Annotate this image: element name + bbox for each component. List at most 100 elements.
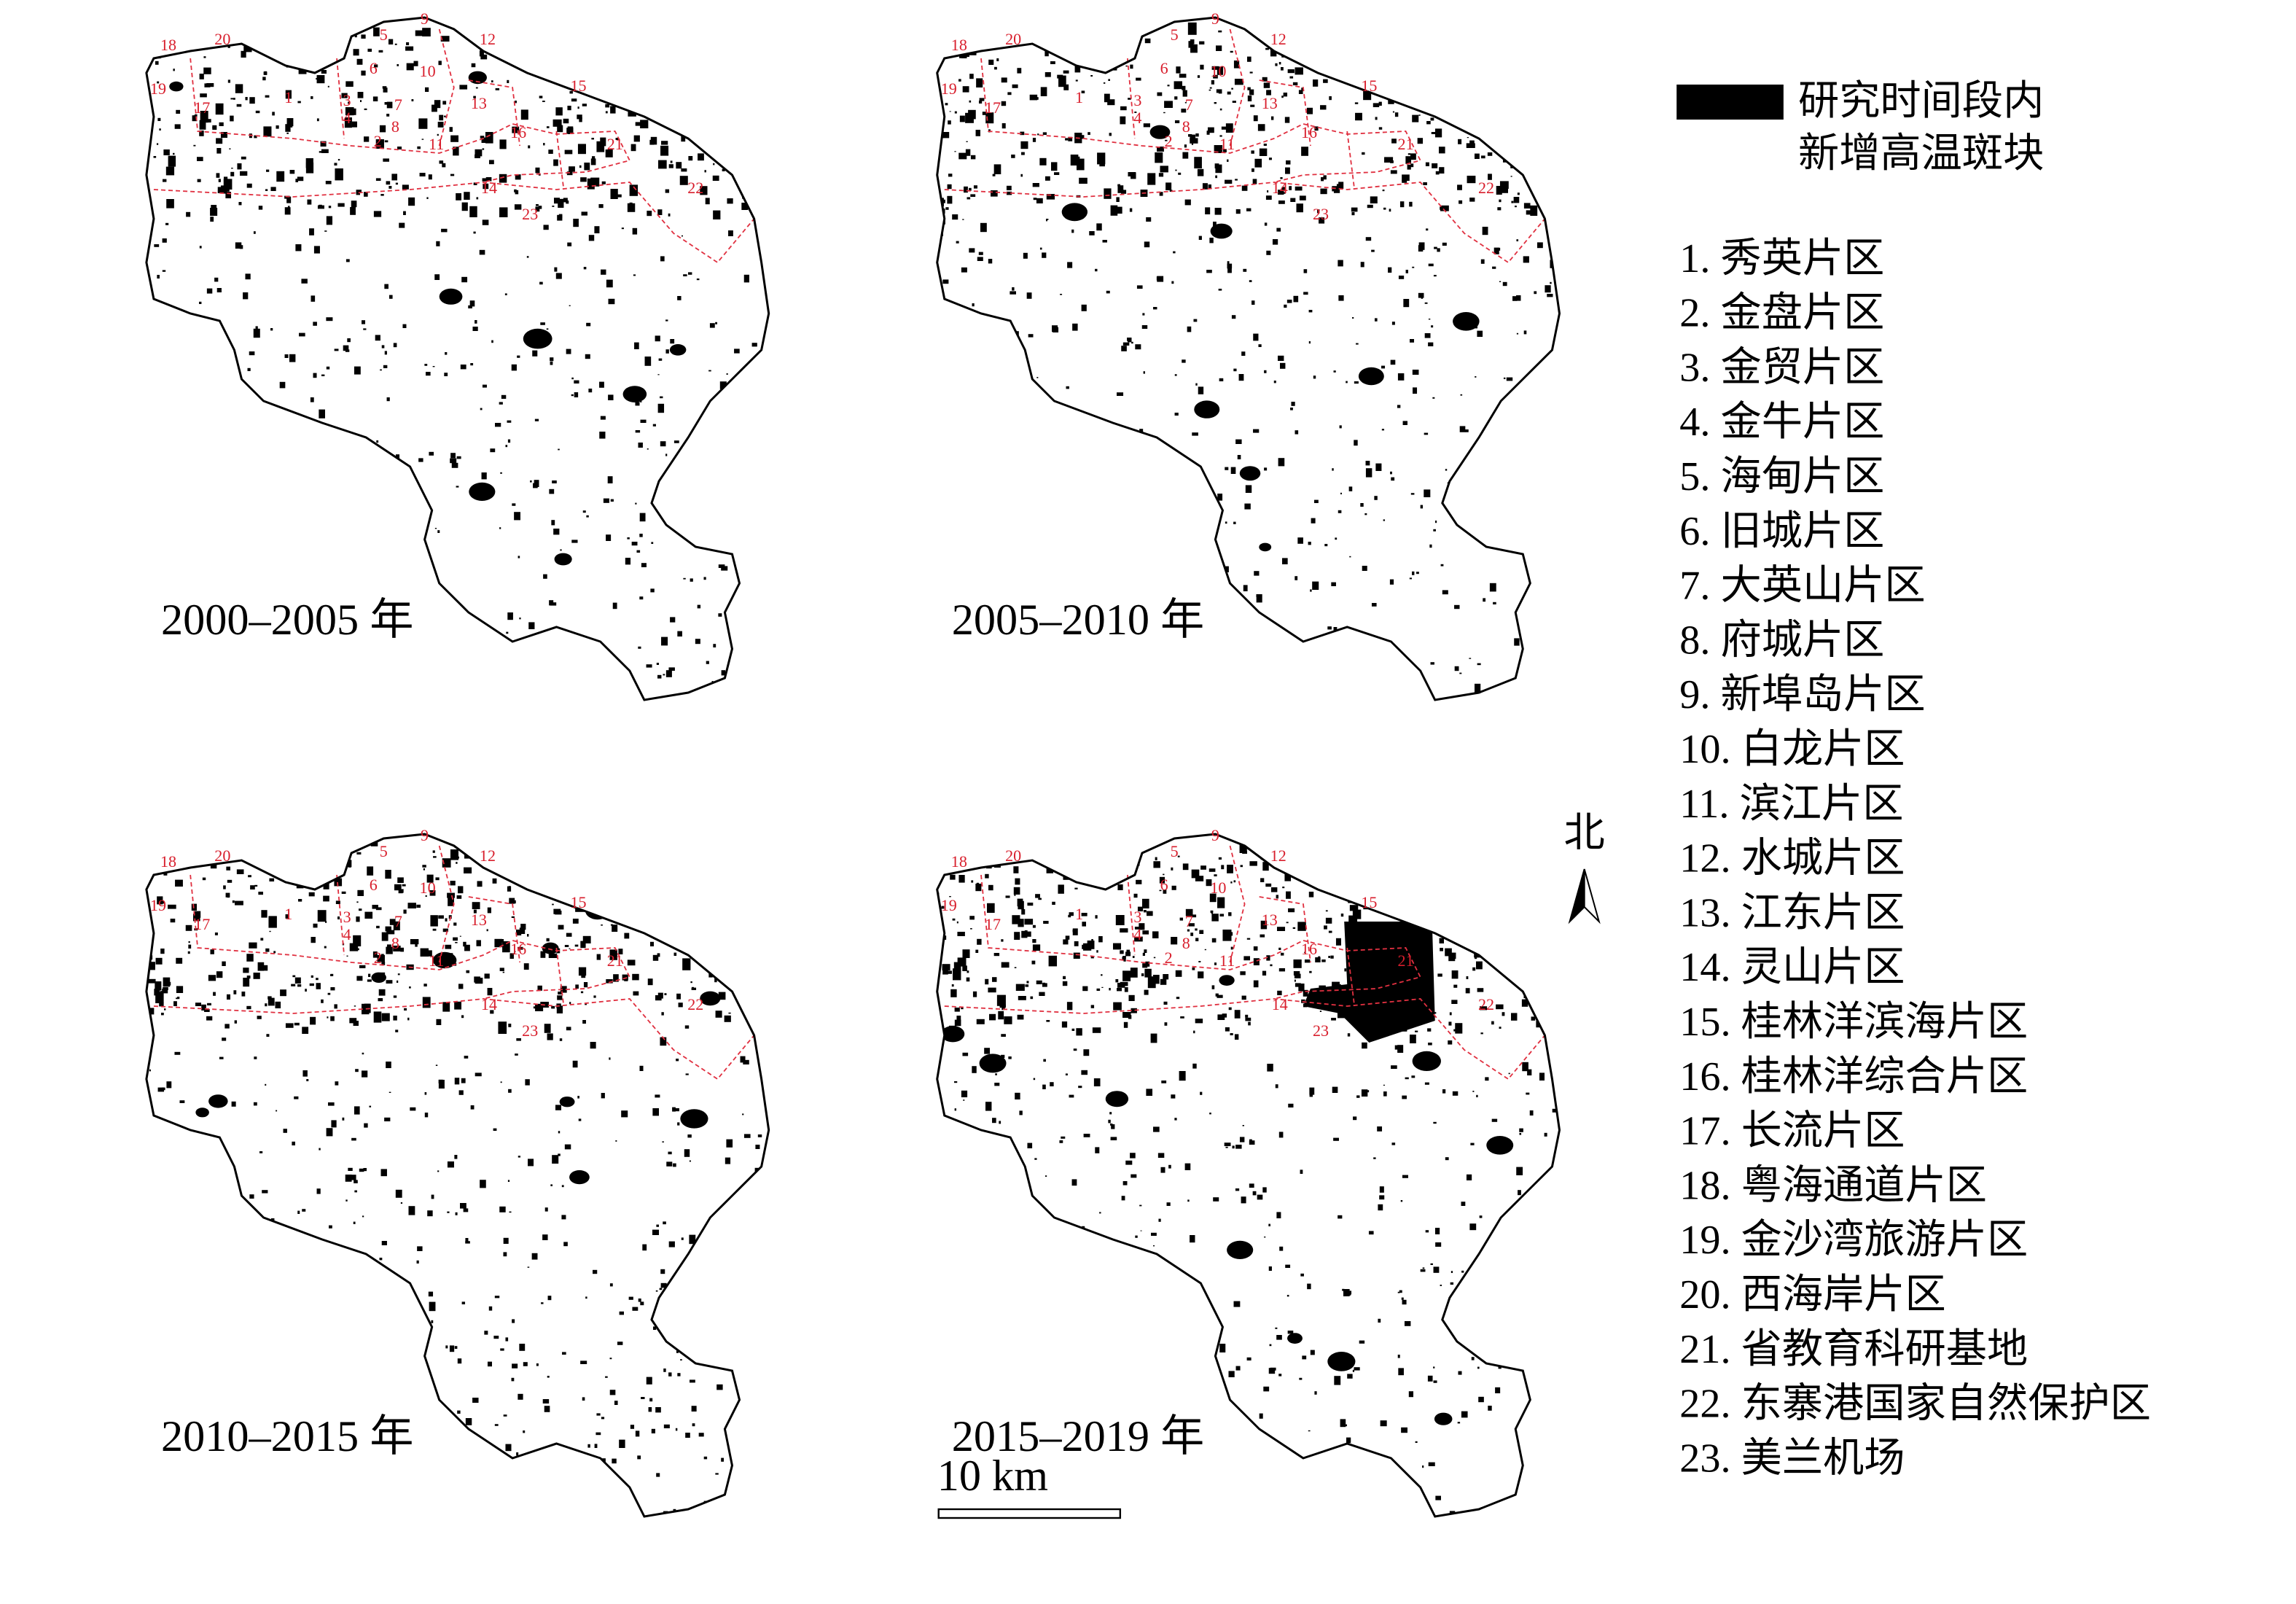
heat-patch <box>1558 969 1560 977</box>
heat-patch <box>246 677 251 683</box>
heat-patch <box>409 986 411 989</box>
heat-patch <box>945 207 949 210</box>
heat-patch <box>1297 922 1306 931</box>
heat-patch <box>962 965 967 971</box>
heat-patch <box>342 467 348 471</box>
heat-patch <box>1281 67 1284 71</box>
heat-patch <box>1529 101 1537 109</box>
heat-patch <box>188 941 190 943</box>
heat-patch <box>1238 374 1244 381</box>
heat-patch <box>658 160 667 169</box>
heat-patch <box>548 953 558 958</box>
heat-patch <box>1219 108 1222 111</box>
heat-patch <box>542 942 559 954</box>
heat-patch <box>564 1144 571 1150</box>
heat-patch <box>1017 1014 1024 1020</box>
heat-patch <box>676 1059 679 1062</box>
heat-patch <box>416 1260 419 1264</box>
heat-patch <box>311 937 316 943</box>
heat-patch <box>1289 76 1294 79</box>
heat-patch <box>384 140 388 143</box>
heat-patch <box>514 951 516 952</box>
heat-patch <box>945 103 948 106</box>
legend-zone: 13. 江东片区 <box>1679 891 1905 936</box>
heat-patch <box>1092 1395 1098 1402</box>
heat-patch <box>1227 263 1233 269</box>
heat-patch <box>1216 45 1222 51</box>
heat-patch <box>1036 97 1039 100</box>
heat-patch <box>1316 849 1322 855</box>
heat-patch <box>376 925 380 929</box>
heat-patch <box>1288 908 1295 913</box>
heat-patch <box>531 1253 538 1260</box>
heat-patch <box>503 1237 509 1244</box>
heat-patch <box>702 900 706 903</box>
heat-patch <box>156 143 159 145</box>
heat-patch <box>1235 179 1238 181</box>
heat-patch <box>201 381 206 385</box>
heat-patch <box>517 37 523 41</box>
legend-patch <box>1676 85 1784 120</box>
heat-patch <box>482 384 487 388</box>
heat-patch <box>413 61 418 66</box>
heat-patch <box>605 111 608 114</box>
heat-patch <box>351 1328 354 1331</box>
heat-patch <box>397 973 400 976</box>
heat-patch <box>1258 344 1262 347</box>
heat-patch <box>384 102 389 105</box>
heat-patch <box>461 276 468 283</box>
heat-patch <box>1190 44 1198 53</box>
heat-patch <box>1398 276 1405 279</box>
heat-patch <box>1320 188 1327 195</box>
heat-patch <box>346 955 348 957</box>
heat-patch <box>507 42 528 57</box>
heat-patch <box>1550 647 1555 656</box>
heat-patch <box>199 246 202 249</box>
heat-patch <box>668 164 673 168</box>
heat-patch <box>1090 1005 1095 1008</box>
heat-patch <box>1191 585 1194 588</box>
heat-patch <box>747 381 753 389</box>
zone-number: 3 <box>343 908 351 926</box>
heat-patch <box>368 1383 370 1386</box>
heat-patch <box>275 1001 281 1008</box>
heat-patch <box>379 125 386 133</box>
heat-patch <box>969 100 972 103</box>
heat-patch <box>1472 1091 1475 1092</box>
heat-patch <box>1334 1376 1341 1385</box>
heat-patch <box>1467 529 1471 532</box>
heat-patch <box>403 211 406 215</box>
heat-patch <box>1546 1349 1553 1355</box>
heat-patch <box>383 87 388 93</box>
heat-patch <box>1141 898 1149 908</box>
heat-patch <box>1278 62 1281 65</box>
heat-patch <box>685 1296 690 1298</box>
zone-number: 7 <box>1185 912 1193 930</box>
heat-patch <box>684 1025 690 1029</box>
heat-patch <box>152 616 155 620</box>
heat-patch <box>511 364 517 371</box>
heat-patch <box>1463 55 1467 60</box>
heat-patch <box>749 855 756 864</box>
heat-patch <box>339 47 342 50</box>
heat-patch <box>1167 449 1174 454</box>
heat-patch <box>544 1406 550 1412</box>
heat-patch <box>1244 503 1251 510</box>
heat-patch <box>1280 362 1286 369</box>
heat-patch <box>1404 671 1407 674</box>
heat-patch <box>398 889 403 894</box>
heat-patch <box>1349 905 1359 911</box>
heat-patch <box>1303 269 1308 273</box>
heat-patch <box>1065 1352 1071 1358</box>
heat-patch <box>1225 123 1233 133</box>
heat-patch <box>163 977 171 987</box>
heat-patch <box>279 381 286 389</box>
heat-patch <box>1114 1263 1117 1266</box>
heat-patch <box>298 899 302 902</box>
heat-patch <box>1033 1078 1036 1081</box>
heat-patch <box>1295 674 1299 677</box>
heat-patch <box>616 866 621 871</box>
heat-patch <box>427 950 432 957</box>
heat-patch <box>1134 936 1143 942</box>
heat-patch <box>959 115 965 122</box>
